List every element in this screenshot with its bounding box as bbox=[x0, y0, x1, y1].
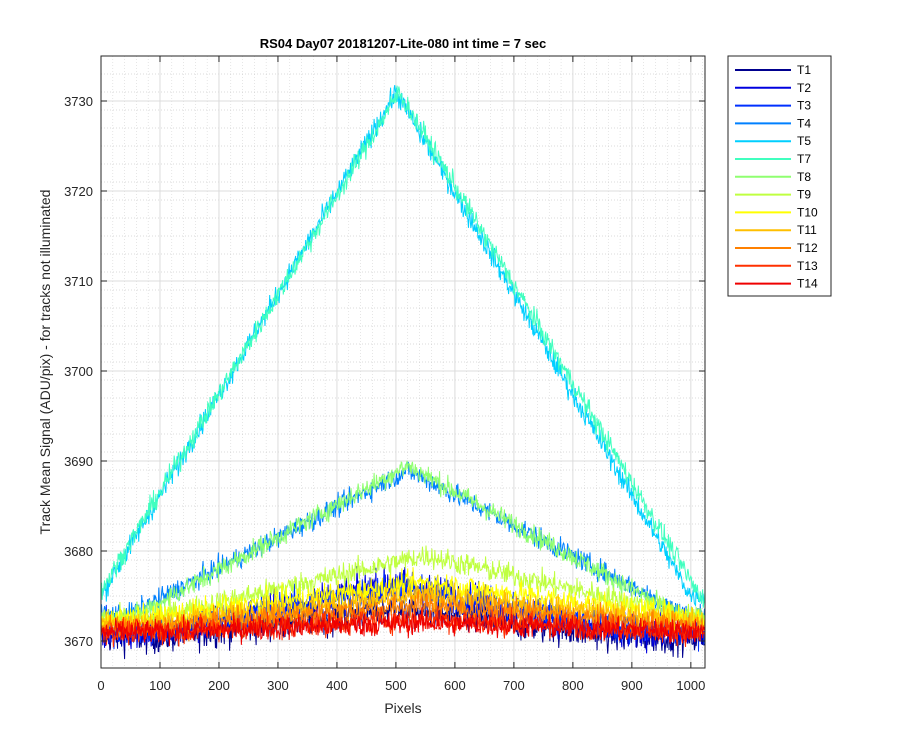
legend-label-t13: T13 bbox=[797, 259, 818, 273]
series-line-t11 bbox=[101, 582, 705, 639]
y-tick-label: 3730 bbox=[64, 94, 93, 109]
legend-label-t11: T11 bbox=[797, 223, 817, 237]
chart-title: RS04 Day07 20181207-Lite-080 int time = … bbox=[260, 36, 547, 51]
x-tick-label: 400 bbox=[326, 678, 348, 693]
y-tick-label: 3720 bbox=[64, 184, 93, 199]
x-axis: 0 100 200 300 400 500 600 700 800 900 1000 bbox=[97, 56, 705, 693]
series-layer bbox=[101, 85, 705, 659]
legend-label-t4: T4 bbox=[797, 116, 811, 130]
series-line-t10 bbox=[101, 567, 705, 637]
series-line-t5 bbox=[101, 85, 705, 608]
legend-label-t5: T5 bbox=[797, 134, 811, 148]
legend-label-t10: T10 bbox=[797, 205, 818, 219]
y-tick-label: 3680 bbox=[64, 544, 93, 559]
x-tick-label: 900 bbox=[621, 678, 643, 693]
series-line-t7 bbox=[101, 85, 705, 608]
series-line-t8 bbox=[101, 460, 705, 632]
x-tick-label: 600 bbox=[444, 678, 466, 693]
legend-label-t7: T7 bbox=[797, 152, 811, 166]
legend-label-t12: T12 bbox=[797, 241, 818, 255]
x-tick-label: 700 bbox=[503, 678, 525, 693]
legend-label-t3: T3 bbox=[797, 99, 811, 113]
y-axis: 3670 3680 3690 3700 3710 3720 3730 bbox=[64, 94, 705, 649]
x-tick-label: 100 bbox=[149, 678, 171, 693]
series-line-t14 bbox=[101, 607, 705, 647]
major-grid bbox=[100, 56, 705, 668]
legend-label-t1: T1 bbox=[797, 63, 811, 77]
x-tick-label: 1000 bbox=[676, 678, 705, 693]
x-tick-label: 800 bbox=[562, 678, 584, 693]
axes-frame bbox=[100, 55, 706, 669]
y-tick-label: 3700 bbox=[64, 364, 93, 379]
y-tick-label: 3690 bbox=[64, 454, 93, 469]
y-tick-label: 3710 bbox=[64, 274, 93, 289]
legend-label-t14: T14 bbox=[797, 277, 818, 291]
legend-label-t2: T2 bbox=[797, 81, 811, 95]
x-tick-label: 0 bbox=[97, 678, 104, 693]
x-tick-label: 300 bbox=[267, 678, 289, 693]
x-axis-label: Pixels bbox=[384, 700, 421, 716]
y-axis-label: Track Mean Signal (ADU/pix) - for tracks… bbox=[37, 190, 53, 535]
legend-label-t9: T9 bbox=[797, 188, 811, 202]
x-tick-label: 200 bbox=[208, 678, 230, 693]
x-tick-label: 500 bbox=[385, 678, 407, 693]
y-tick-label: 3670 bbox=[64, 634, 93, 649]
legend: T1 T2 T3 T4 T5 T7 T8 T9 T10 T11 T12 T13 T14 bbox=[727, 55, 832, 297]
legend-label-t8: T8 bbox=[797, 170, 811, 184]
